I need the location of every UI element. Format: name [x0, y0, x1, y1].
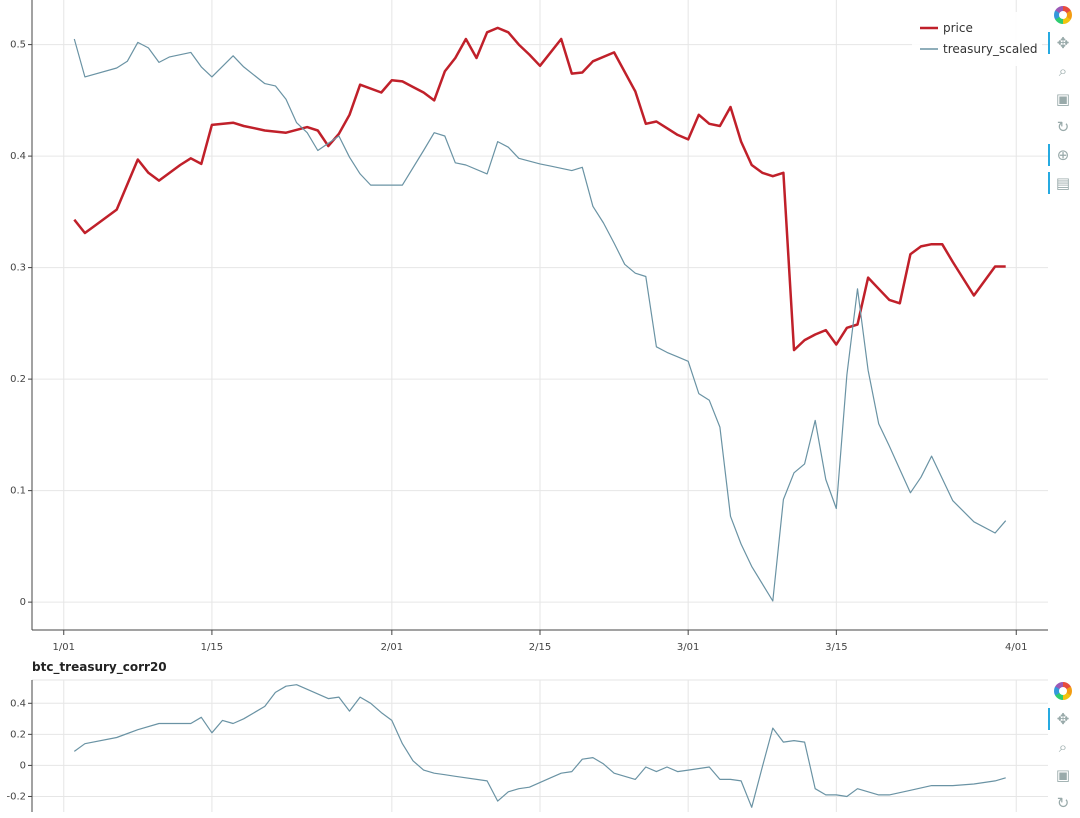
series-line-price	[73, 26, 1006, 352]
bottom-toolbar: ✥ ⌕ ▣ ↻	[1048, 676, 1078, 818]
y-tick-label: 0.5	[10, 40, 26, 51]
y-tick-label: 0.1	[10, 486, 26, 497]
correlation-plot: btc_treasury_corr20 -0.2 0 0.2 0.4	[6, 660, 1048, 812]
series-line-treasury-scaled	[73, 38, 1007, 602]
legend-label: treasury_scaled	[943, 42, 1038, 56]
pan-icon[interactable]: ✥	[1048, 706, 1076, 732]
x-tick-label: 1/01	[53, 642, 75, 653]
y-tick-label: 0	[20, 597, 26, 608]
crosshair-icon[interactable]: ⊕	[1048, 142, 1076, 168]
y-tick-label: 0.2	[10, 374, 26, 385]
x-tick-label: 2/15	[529, 642, 551, 653]
y-tick-label: 0.4	[10, 151, 26, 162]
x-tick-label: 1/15	[201, 642, 223, 653]
box-zoom-icon[interactable]: ⌕	[1058, 738, 1068, 756]
x-tick-label: 2/01	[381, 642, 403, 653]
series-line-corr20	[73, 684, 1006, 808]
reset-icon[interactable]: ↻	[1056, 794, 1070, 812]
legend-box	[912, 12, 1042, 66]
bokeh-logo-icon	[1050, 2, 1076, 28]
chart-title: btc_treasury_corr20	[32, 660, 167, 675]
x-tick-label: 4/01	[1005, 642, 1027, 653]
y-tick-label: 0.2	[10, 729, 26, 740]
box-zoom-icon[interactable]: ⌕	[1058, 62, 1068, 80]
y-tick-label: 0.4	[10, 698, 26, 709]
save-icon[interactable]: ▣	[1055, 90, 1071, 108]
y-tick-label: 0.3	[10, 263, 26, 274]
legend-label: price	[943, 21, 973, 35]
x-tick-label: 3/01	[677, 642, 699, 653]
reset-icon[interactable]: ↻	[1056, 118, 1070, 136]
y-tick-label: -0.2	[6, 791, 26, 802]
y-tick-label: 0	[20, 760, 26, 771]
x-tick-label: 3/15	[825, 642, 847, 653]
legend: price treasury_scaled	[912, 12, 1042, 66]
hover-icon[interactable]: ▤	[1048, 170, 1076, 196]
bokeh-logo-icon	[1054, 682, 1072, 700]
save-icon[interactable]: ▣	[1055, 766, 1071, 784]
top-toolbar: ✥ ⌕ ▣ ↻ ⊕ ▤	[1048, 0, 1078, 198]
bokeh-logo-icon	[1054, 6, 1072, 24]
pan-icon[interactable]: ✥	[1048, 30, 1076, 56]
bokeh-logo-icon	[1050, 678, 1076, 704]
price-treasury-plot: 0 0.1 0.2 0.3 0.4 0.5 1/01 1/15 2/01 2/15 3/01 3/15…	[10, 0, 1048, 653]
